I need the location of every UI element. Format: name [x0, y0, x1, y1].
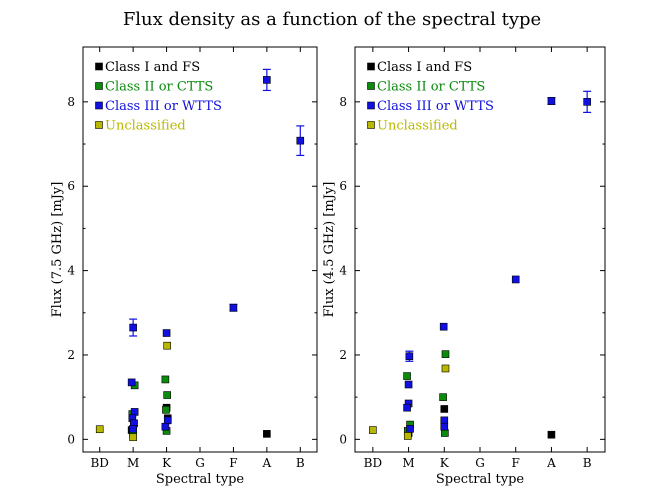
- x-tick-label: BD: [90, 456, 108, 470]
- legend-label: Class I and FS: [105, 60, 200, 75]
- data-point: [403, 403, 411, 412]
- data-point: [229, 303, 238, 312]
- data-point: [129, 433, 137, 442]
- legend-label: Unclassified: [105, 119, 186, 134]
- x-tick-label: G: [475, 456, 485, 470]
- data-point: [441, 350, 450, 358]
- legend-marker: [95, 82, 103, 90]
- data-point: [130, 408, 139, 416]
- x-tick-label: K: [162, 456, 172, 470]
- data-point: [406, 424, 414, 433]
- x-axis-label: Spectral type: [436, 472, 525, 487]
- x-tick-label: BD: [364, 456, 382, 470]
- x-tick-label: F: [512, 456, 520, 470]
- x-tick-label: F: [229, 456, 237, 470]
- data-point: [547, 430, 556, 439]
- data-point: [369, 426, 377, 434]
- data-point: [403, 432, 412, 440]
- legend-marker: [367, 121, 375, 129]
- legend-marker: [95, 62, 103, 71]
- x-tick-label: B: [296, 456, 305, 470]
- y-axis-label: Flux (4.5 GHz) [mJy]: [322, 182, 337, 318]
- data-point: [161, 422, 170, 431]
- data-point: [162, 329, 171, 337]
- data-point: [440, 405, 449, 413]
- y-tick-label: 2: [339, 348, 347, 362]
- data-point: [440, 416, 449, 425]
- panel-7-5ghz: 0 2 4 6 8 BD M K G F A B Spectral type Flux (7.5 GHz)…: [50, 46, 318, 487]
- y-tick-label: 4: [67, 264, 75, 278]
- data-point: [161, 375, 170, 384]
- y-tick-label: 4: [339, 264, 347, 278]
- data-point: [95, 425, 104, 434]
- data-point: [441, 364, 450, 373]
- data-point: [439, 393, 447, 401]
- legend-label: Class III or WTTS: [377, 99, 494, 114]
- y-tick-label: 6: [67, 179, 75, 193]
- data-point: [583, 98, 591, 106]
- data-point: [547, 97, 556, 105]
- y-tick-label: 8: [339, 95, 347, 109]
- legend-marker: [367, 62, 375, 71]
- legend-marker: [367, 82, 375, 90]
- x-tick-label: K: [440, 456, 450, 470]
- figure-title: Flux density as a function of the spectr…: [123, 9, 541, 30]
- x-axis-label: Spectral type: [156, 472, 245, 487]
- x-tick-label: B: [583, 456, 592, 470]
- data-point: [163, 416, 172, 425]
- y-tick-label: 2: [67, 348, 75, 362]
- y-tick-label: 6: [339, 179, 347, 193]
- legend-label: Class II or CTTS: [105, 80, 213, 95]
- data-point: [263, 430, 271, 438]
- data-point: [162, 406, 170, 414]
- y-tick-label: 0: [67, 432, 75, 446]
- data-point: [511, 275, 520, 284]
- legend-label: Class II or CTTS: [377, 80, 485, 95]
- data-point: [403, 372, 411, 380]
- legend-label: Class I and FS: [377, 60, 472, 75]
- x-tick-label: A: [262, 456, 272, 470]
- data-point: [163, 341, 171, 350]
- data-point: [440, 422, 449, 431]
- data-point: [404, 380, 413, 389]
- data-point: [439, 322, 448, 331]
- legend-marker: [95, 101, 103, 110]
- panel-4-5ghz: 0 2 4 6 8 BD M K G F A B Spectral type Flux (4.5 GHz)…: [322, 46, 606, 487]
- legend-marker: [95, 121, 103, 129]
- data-point: [163, 391, 171, 399]
- legend-label: Class III or WTTS: [105, 99, 222, 114]
- y-tick-label: 0: [339, 432, 347, 446]
- y-tick-label: 8: [67, 95, 75, 109]
- data-point: [129, 424, 137, 433]
- data-point: [263, 76, 271, 84]
- data-point: [441, 429, 449, 437]
- data-point: [127, 378, 136, 387]
- legend-label: Unclassified: [377, 119, 458, 134]
- data-point: [405, 352, 414, 361]
- data-point: [129, 323, 137, 332]
- legend-marker: [367, 101, 375, 110]
- x-tick-label: M: [402, 456, 414, 470]
- y-axis-label: Flux (7.5 GHz) [mJy]: [50, 182, 65, 318]
- x-tick-label: G: [195, 456, 205, 470]
- data-point: [296, 136, 305, 145]
- x-tick-label: M: [127, 456, 139, 470]
- x-tick-label: A: [546, 456, 556, 470]
